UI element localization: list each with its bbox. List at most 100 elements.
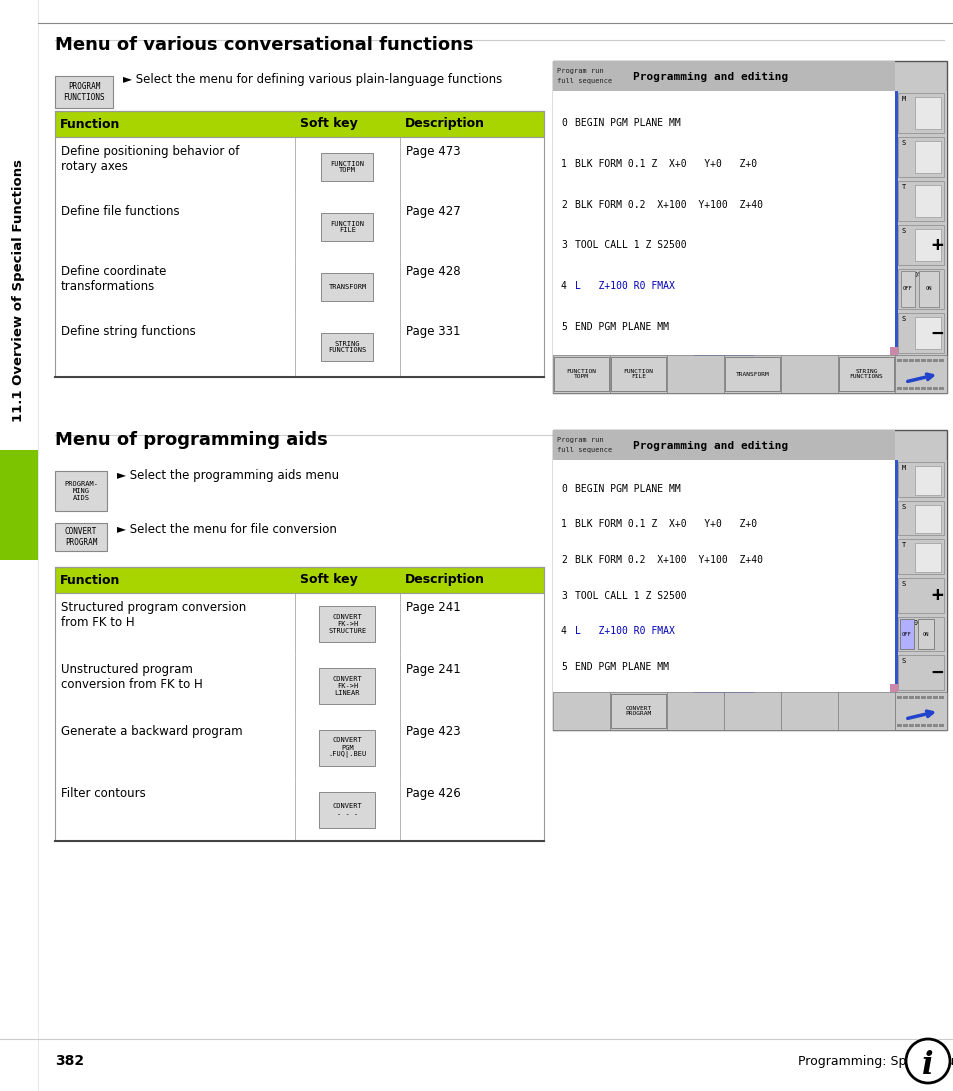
Bar xyxy=(666,692,723,730)
Bar xyxy=(55,567,543,841)
Bar xyxy=(666,355,723,393)
Text: 1: 1 xyxy=(560,519,566,529)
Bar xyxy=(610,694,665,728)
Text: 5: 5 xyxy=(560,322,566,332)
Text: ON: ON xyxy=(922,632,928,636)
Text: L   Z+100 R0 FMAX: L Z+100 R0 FMAX xyxy=(575,626,674,636)
Bar xyxy=(321,153,374,181)
Bar xyxy=(897,616,943,651)
Text: Define coordinate
transformations: Define coordinate transformations xyxy=(61,265,166,293)
Bar xyxy=(897,181,943,221)
Bar xyxy=(914,229,940,261)
Text: Unstructured program
conversion from FK to H: Unstructured program conversion from FK … xyxy=(61,663,203,691)
Text: Function: Function xyxy=(60,118,120,131)
Text: Description: Description xyxy=(405,118,484,131)
Bar xyxy=(914,543,940,572)
Bar xyxy=(938,359,943,362)
Text: BLK FORM 0.2  X+100  Y+100  Z+40: BLK FORM 0.2 X+100 Y+100 Z+40 xyxy=(575,555,762,565)
Bar xyxy=(319,606,375,642)
Bar xyxy=(920,387,925,389)
Bar xyxy=(693,692,753,696)
Text: BLK FORM 0.1 Z  X+0   Y+0   Z+0: BLK FORM 0.1 Z X+0 Y+0 Z+0 xyxy=(575,519,757,529)
Text: Page 241: Page 241 xyxy=(406,663,460,676)
Text: Menu of various conversational functions: Menu of various conversational functions xyxy=(55,36,473,53)
Bar xyxy=(55,111,543,137)
Bar xyxy=(553,430,894,460)
Bar xyxy=(908,724,913,727)
Text: 0: 0 xyxy=(560,483,566,493)
Text: Page 427: Page 427 xyxy=(406,205,460,218)
Bar xyxy=(932,724,937,727)
Bar xyxy=(55,594,543,655)
Text: Define string functions: Define string functions xyxy=(61,325,195,338)
Text: S100%: S100% xyxy=(901,620,923,625)
Text: OFF: OFF xyxy=(902,632,911,636)
Text: 2: 2 xyxy=(560,200,566,209)
Bar xyxy=(896,387,901,389)
Bar xyxy=(914,141,940,173)
Bar xyxy=(938,696,943,699)
Text: 3: 3 xyxy=(560,590,566,601)
Bar xyxy=(938,387,943,389)
Text: ► Select the menu for file conversion: ► Select the menu for file conversion xyxy=(117,523,336,536)
Bar xyxy=(55,779,543,841)
Text: TRANSFORM: TRANSFORM xyxy=(328,284,366,290)
Text: 4: 4 xyxy=(560,281,566,291)
Bar xyxy=(894,355,946,393)
Text: STRING
FUNCTIONS: STRING FUNCTIONS xyxy=(849,369,882,380)
Bar xyxy=(894,692,946,730)
Text: Program run: Program run xyxy=(557,68,603,74)
Bar xyxy=(899,619,913,649)
Text: T: T xyxy=(901,542,905,549)
Bar xyxy=(897,313,943,353)
Bar xyxy=(914,317,940,349)
Bar xyxy=(55,567,543,594)
Text: ► Select the programming aids menu: ► Select the programming aids menu xyxy=(117,469,338,482)
Bar xyxy=(319,730,375,766)
Text: STRING
FUNCTIONS: STRING FUNCTIONS xyxy=(328,340,366,353)
Text: Description: Description xyxy=(405,574,484,587)
Text: CONVERT
FK->H
STRUCTURE: CONVERT FK->H STRUCTURE xyxy=(328,614,366,634)
Bar xyxy=(837,355,894,393)
Bar xyxy=(693,355,753,359)
Bar xyxy=(55,471,107,511)
Bar xyxy=(914,505,940,533)
Bar xyxy=(897,93,943,133)
Bar xyxy=(319,668,375,704)
Bar xyxy=(914,97,940,129)
Bar xyxy=(902,387,907,389)
Text: Page 426: Page 426 xyxy=(406,787,460,800)
Bar xyxy=(610,357,665,391)
Text: +: + xyxy=(930,236,942,254)
Bar xyxy=(553,61,946,393)
Text: PROGRAM-
MING
AIDS: PROGRAM- MING AIDS xyxy=(64,481,98,501)
Text: Filter contours: Filter contours xyxy=(61,787,146,800)
Text: +: + xyxy=(930,586,942,604)
Bar xyxy=(932,359,937,362)
Bar xyxy=(914,724,919,727)
Bar xyxy=(932,387,937,389)
Bar xyxy=(553,692,894,730)
Text: FUNCTION
TOPM: FUNCTION TOPM xyxy=(566,369,596,380)
Text: Define positioning behavior of
rotary axes: Define positioning behavior of rotary ax… xyxy=(61,145,239,173)
Bar xyxy=(908,696,913,699)
Bar xyxy=(896,724,901,727)
Text: END PGM PLANE MM: END PGM PLANE MM xyxy=(575,322,668,332)
Bar xyxy=(914,466,940,494)
Bar xyxy=(553,355,609,393)
Text: T: T xyxy=(901,184,905,190)
Bar xyxy=(838,357,893,391)
Text: Programming and editing: Programming and editing xyxy=(633,441,787,451)
Text: CONVERT
PROGRAM: CONVERT PROGRAM xyxy=(625,706,651,717)
Bar xyxy=(553,91,894,355)
Bar xyxy=(55,717,543,779)
Text: 5: 5 xyxy=(560,662,566,672)
Text: CONVERT
FK->H
LINEAR: CONVERT FK->H LINEAR xyxy=(333,676,362,696)
Bar xyxy=(553,692,609,730)
Text: BEGIN PGM PLANE MM: BEGIN PGM PLANE MM xyxy=(575,119,680,129)
Bar xyxy=(917,619,933,649)
Bar xyxy=(938,724,943,727)
Text: Page 241: Page 241 xyxy=(406,601,460,614)
Bar xyxy=(896,359,901,362)
Text: Generate a backward program: Generate a backward program xyxy=(61,726,242,738)
